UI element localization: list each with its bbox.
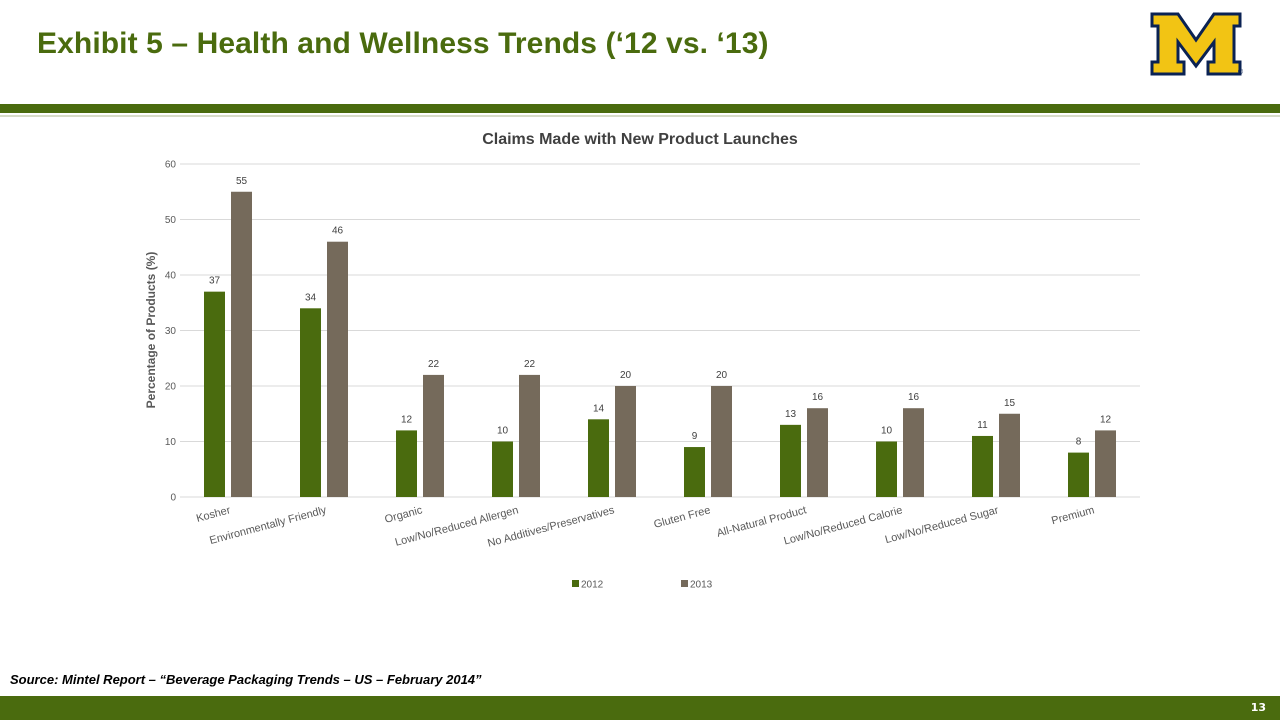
- bar-2013: [807, 408, 828, 497]
- category-label: Gluten Free: [653, 504, 712, 531]
- registered-mark: ®: [1238, 68, 1244, 76]
- bar-2012: [780, 424, 801, 497]
- legend-label-2012: 2012: [581, 580, 604, 591]
- data-label: 15: [1004, 398, 1016, 409]
- data-label: 12: [401, 414, 413, 425]
- data-label: 16: [812, 392, 824, 403]
- bar-2012: [972, 435, 993, 497]
- legend-swatch-2012: [572, 580, 579, 587]
- source-note: Source: Mintel Report – “Beverage Packag…: [10, 672, 482, 687]
- data-label: 22: [428, 359, 440, 370]
- legend-swatch-2013: [681, 580, 688, 587]
- data-label: 16: [908, 392, 920, 403]
- category-label: Premium: [1050, 504, 1096, 527]
- chart-title: Claims Made with New Product Launches: [482, 131, 798, 148]
- data-label: 34: [305, 292, 317, 303]
- data-label: 12: [1100, 414, 1112, 425]
- data-label: 55: [236, 176, 248, 187]
- data-label: 37: [209, 276, 221, 287]
- page-number: 13: [1250, 701, 1266, 714]
- data-label: 46: [332, 226, 344, 237]
- y-tick-label: 0: [170, 493, 176, 504]
- bar-2012: [1068, 452, 1089, 497]
- bar-2012: [684, 447, 705, 497]
- footer-bar: [0, 696, 1280, 720]
- y-tick-label: 50: [165, 215, 177, 226]
- y-tick-label: 40: [165, 271, 177, 282]
- data-label: 14: [593, 403, 605, 414]
- data-label: 13: [785, 409, 797, 420]
- bar-2013: [327, 241, 348, 497]
- data-label: 22: [524, 359, 536, 370]
- university-m-logo: ®: [1150, 12, 1244, 76]
- y-axis-label: Percentage of Products (%): [144, 252, 158, 409]
- slide-title: Exhibit 5 – Health and Wellness Trends (…: [37, 27, 769, 60]
- y-tick-label: 60: [165, 160, 177, 171]
- bar-2013: [519, 374, 540, 497]
- data-label: 10: [497, 426, 509, 437]
- bar-chart: Claims Made with New Product Launches 0 1…: [144, 131, 1140, 591]
- legend: 2012 2013: [572, 580, 713, 591]
- bar-2012: [588, 419, 609, 497]
- bars: [204, 191, 1116, 497]
- data-label: 10: [881, 426, 893, 437]
- bar-2013: [999, 413, 1020, 497]
- data-label: 11: [977, 420, 988, 431]
- title-divider-shadow: [0, 115, 1280, 117]
- title-divider: [0, 104, 1280, 113]
- category-label: Organic: [383, 504, 424, 526]
- y-tick-label: 30: [165, 326, 177, 337]
- data-label: 20: [716, 370, 728, 381]
- data-labels: 37 55 34 46 12 22 10 22 14 20 9 20 13 16 10 16 11 15 8 12: [209, 176, 1112, 448]
- data-label: 8: [1076, 437, 1082, 448]
- bar-2013: [423, 374, 444, 497]
- data-label: 20: [620, 370, 632, 381]
- category-label: Kosher: [195, 504, 232, 525]
- bar-2013: [1095, 430, 1116, 497]
- bar-2013: [615, 386, 636, 497]
- bar-2013: [231, 191, 252, 497]
- legend-label-2013: 2013: [690, 580, 713, 591]
- gridlines: [180, 163, 1140, 498]
- data-label: 9: [692, 431, 698, 442]
- bar-2012: [396, 430, 417, 497]
- bar-2012: [876, 441, 897, 497]
- y-tick-label: 20: [165, 382, 177, 393]
- y-axis: 0 10 20 30 40 50 60: [165, 160, 177, 504]
- bar-2013: [711, 386, 732, 497]
- y-tick-label: 10: [165, 437, 177, 448]
- bar-2012: [300, 308, 321, 497]
- bar-2013: [903, 408, 924, 497]
- bar-2012: [492, 441, 513, 497]
- bar-2012: [204, 291, 225, 497]
